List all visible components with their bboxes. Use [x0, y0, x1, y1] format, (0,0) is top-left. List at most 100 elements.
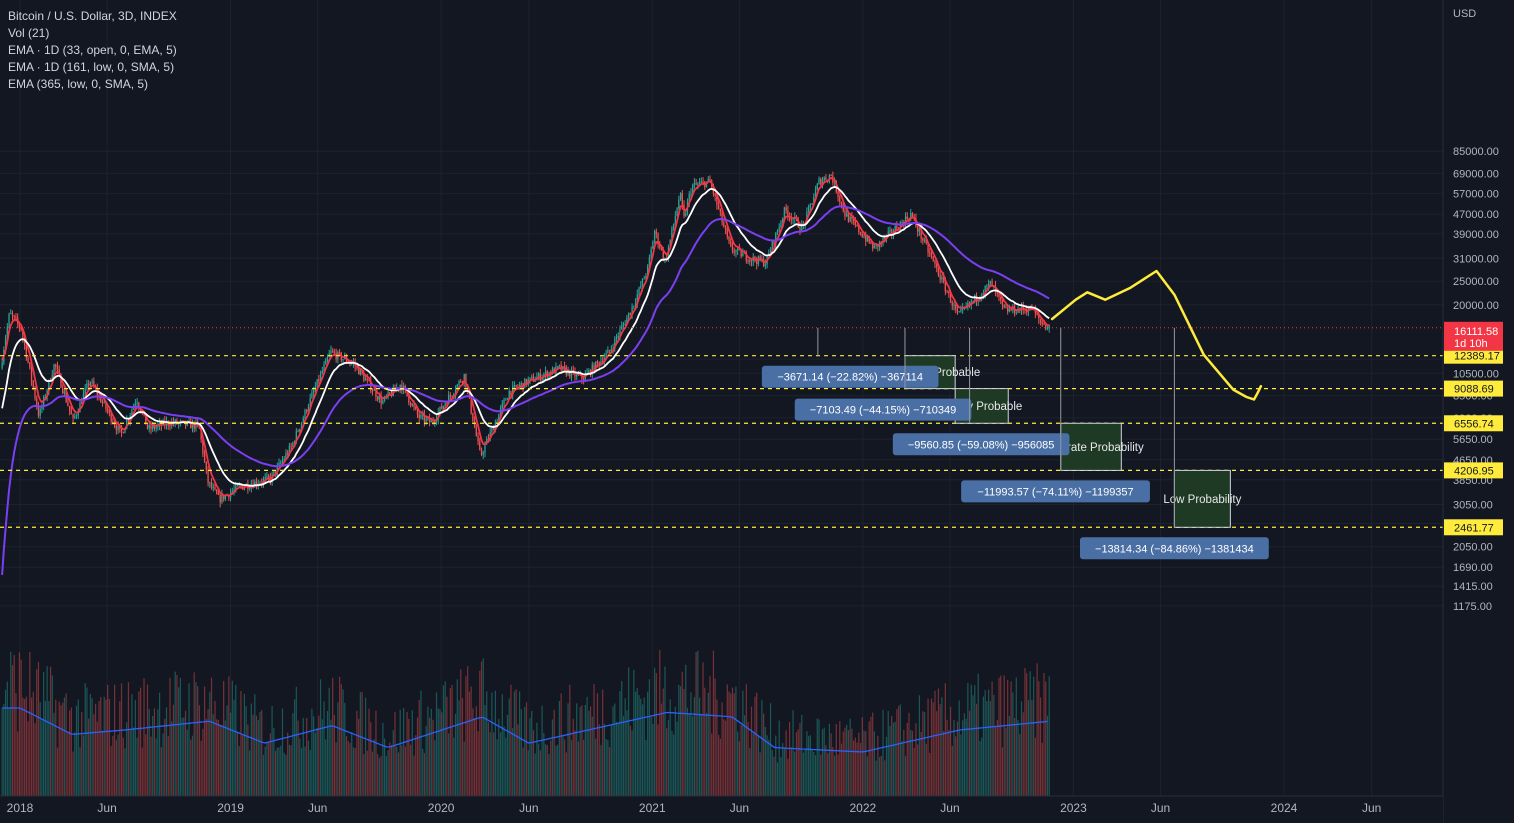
volume-bar [532, 730, 535, 796]
volume-bar [101, 730, 104, 796]
volume-bar [323, 701, 325, 796]
volume-bar [823, 727, 825, 796]
volume-bar [96, 721, 98, 796]
volume-bar [608, 747, 611, 796]
volume-bar [235, 685, 237, 796]
candle-body [513, 385, 516, 387]
price-tick-label: 47000.00 [1453, 209, 1499, 221]
candle-body [638, 287, 640, 295]
volume-bar [816, 718, 818, 796]
volume-bar [671, 730, 673, 796]
candle-body [859, 232, 862, 235]
volume-bar [1039, 697, 1042, 796]
volume-bar [666, 728, 668, 796]
candle-body [733, 250, 735, 253]
volume-bar [288, 744, 291, 796]
measure-label: −7103.49 (−44.15%) −710349 [810, 405, 957, 417]
volume-bar [210, 677, 213, 796]
volume-bar [243, 693, 246, 796]
volume-bar [806, 731, 808, 796]
candle-body [202, 439, 204, 454]
volume-bar [788, 721, 791, 796]
volume-bar [1045, 681, 1047, 796]
volume-bar [628, 667, 630, 796]
volume-bar [205, 718, 207, 796]
volume-bar [257, 719, 259, 796]
price-tick-label: 69000.00 [1453, 168, 1499, 180]
volume-bar [378, 758, 381, 796]
candle-body [416, 408, 419, 415]
volume-bar [982, 696, 985, 796]
candle-body [782, 218, 784, 223]
candle-body [152, 425, 154, 429]
candle-body [72, 414, 74, 418]
volume-bar [44, 700, 46, 796]
candle-body [622, 323, 625, 326]
volume-bar [295, 686, 297, 796]
candle-body [221, 494, 223, 503]
candle-body [894, 226, 896, 233]
candle-body [153, 425, 156, 429]
candle-body [882, 237, 884, 243]
volume-bar [785, 730, 787, 796]
volume-bar [17, 731, 19, 796]
volume-bar [1, 708, 3, 796]
candle-body [946, 291, 948, 293]
volume-bar [273, 727, 275, 796]
time-tick-label: Jun [97, 801, 116, 815]
volume-bar [849, 718, 851, 796]
volume-bar [394, 711, 396, 796]
candle-body [749, 259, 751, 262]
time-tick-label: Jun [308, 801, 327, 815]
time-tick-label: 2021 [639, 801, 666, 815]
volume-bar [148, 709, 150, 796]
volume-bar [146, 684, 149, 796]
volume-bar [224, 720, 226, 796]
price-tick-label: 1415.00 [1453, 581, 1493, 593]
volume-bar [1012, 692, 1014, 796]
candle-body [131, 409, 133, 416]
volume-bar [25, 696, 27, 796]
volume-bar [771, 750, 773, 796]
volume-bar [949, 706, 952, 796]
volume-bar [338, 676, 341, 796]
volume-bar [574, 730, 576, 796]
volume-bar [74, 732, 76, 796]
volume-bar [655, 673, 657, 796]
candle-body [927, 243, 929, 253]
volume-bar [51, 675, 53, 796]
volume-bar [776, 762, 779, 796]
volume-bar [133, 727, 135, 796]
volume-bar [141, 747, 143, 796]
volume-bar [126, 722, 128, 796]
candle-body [79, 402, 81, 413]
candle-body [382, 400, 384, 404]
candle-body [387, 392, 389, 397]
candle-body [212, 487, 214, 489]
volume-bar [605, 739, 607, 796]
price-axis-panel [1443, 0, 1514, 823]
volume-bar [539, 750, 541, 796]
volume-bar [172, 704, 175, 796]
volume-bar [925, 743, 927, 796]
volume-bar [1000, 675, 1002, 796]
candle-body [823, 177, 825, 181]
candle-body [219, 494, 221, 503]
volume-bar [858, 732, 860, 796]
volume-bar [702, 662, 704, 796]
volume-bar [697, 650, 699, 796]
volume-bar [280, 745, 282, 796]
volume-bar [591, 716, 593, 796]
price-tick-label: 10500.00 [1453, 368, 1499, 380]
measure-label-box [892, 433, 1070, 456]
candle-body [89, 382, 92, 386]
volume-bar [159, 692, 161, 796]
candle-body [117, 426, 119, 431]
volume-bar [799, 723, 801, 796]
candle-body [214, 487, 216, 490]
volume-bar [986, 701, 988, 796]
candle-body [169, 425, 171, 427]
candle-body [62, 387, 64, 394]
volume-bar [833, 755, 836, 796]
